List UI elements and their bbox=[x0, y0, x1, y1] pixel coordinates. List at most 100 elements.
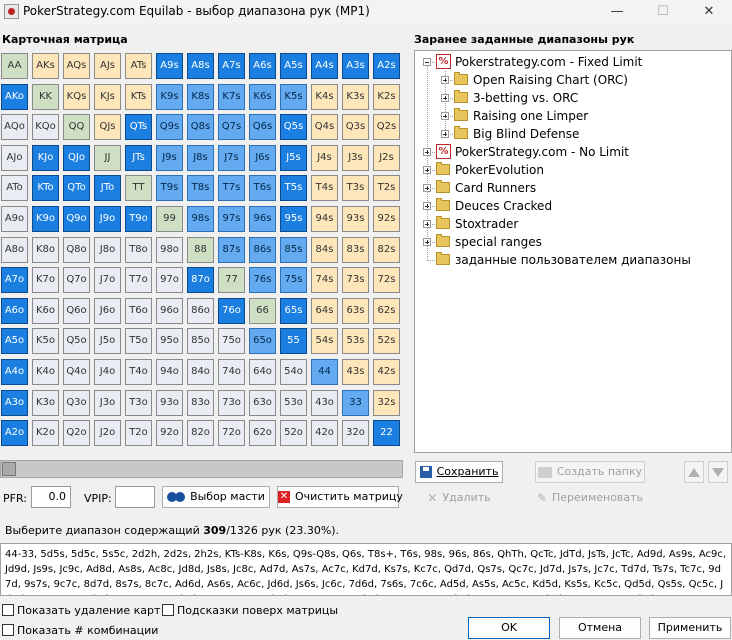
matrix-cell-J5o[interactable]: J5o bbox=[94, 328, 121, 355]
tree-node-8[interactable]: Deuces Cracked bbox=[421, 197, 721, 215]
matrix-cell-42o[interactable]: 42o bbox=[311, 420, 338, 447]
matrix-cell-92o[interactable]: 92o bbox=[156, 420, 183, 447]
matrix-cell-AA[interactable]: AA bbox=[1, 53, 28, 79]
tree-node-2[interactable]: 3-betting vs. ORC bbox=[439, 89, 721, 107]
ok-button[interactable]: OK bbox=[468, 617, 550, 639]
matrix-cell-Q3o[interactable]: Q3o bbox=[63, 389, 90, 416]
matrix-cell-92s[interactable]: 92s bbox=[373, 206, 400, 232]
matrix-cell-32s[interactable]: 32s bbox=[373, 389, 400, 416]
matrix-cell-J4o[interactable]: J4o bbox=[94, 359, 121, 385]
matrix-cell-55[interactable]: 55 bbox=[280, 328, 307, 355]
matrix-cell-A5s[interactable]: A5s bbox=[280, 53, 307, 79]
matrix-cell-K4s[interactable]: K4s bbox=[311, 83, 338, 110]
matrix-cell-73s[interactable]: 73s bbox=[342, 267, 369, 294]
matrix-cell-Q2o[interactable]: Q2o bbox=[63, 420, 90, 447]
matrix-cell-KJo[interactable]: KJo bbox=[32, 144, 59, 171]
pfr-input[interactable]: 0.0 bbox=[31, 486, 71, 508]
matrix-cell-82o[interactable]: 82o bbox=[187, 420, 214, 447]
matrix-cell-A9o[interactable]: A9o bbox=[1, 206, 28, 232]
matrix-cell-Q5o[interactable]: Q5o bbox=[63, 328, 90, 355]
matrix-cell-T6s[interactable]: T6s bbox=[249, 175, 276, 202]
matrix-cell-97o[interactable]: 97o bbox=[156, 267, 183, 294]
matrix-cell-A5o[interactable]: A5o bbox=[1, 328, 28, 355]
matrix-cell-A9s[interactable]: A9s bbox=[156, 53, 183, 79]
matrix-cell-T8o[interactable]: T8o bbox=[125, 236, 152, 263]
matrix-cell-T4s[interactable]: T4s bbox=[311, 175, 338, 202]
show-card-removal-checkbox[interactable] bbox=[2, 604, 14, 616]
matrix-cell-QQ[interactable]: QQ bbox=[63, 114, 90, 141]
matrix-cell-Q9o[interactable]: Q9o bbox=[63, 206, 90, 232]
matrix-cell-J8s[interactable]: J8s bbox=[187, 144, 214, 171]
matrix-cell-Q2s[interactable]: Q2s bbox=[373, 114, 400, 141]
matrix-cell-J2s[interactable]: J2s bbox=[373, 144, 400, 171]
matrix-cell-AKs[interactable]: AKs bbox=[32, 53, 59, 79]
matrix-cell-93o[interactable]: 93o bbox=[156, 389, 183, 416]
matrix-cell-K6o[interactable]: K6o bbox=[32, 297, 59, 324]
matrix-cell-J8o[interactable]: J8o bbox=[94, 236, 121, 263]
matrix-cell-72s[interactable]: 72s bbox=[373, 267, 400, 294]
matrix-cell-Q9s[interactable]: Q9s bbox=[156, 114, 183, 141]
matrix-cell-AQo[interactable]: AQo bbox=[1, 114, 28, 141]
matrix-cell-52s[interactable]: 52s bbox=[373, 328, 400, 355]
expand-icon[interactable] bbox=[441, 76, 449, 84]
matrix-cell-KTo[interactable]: KTo bbox=[32, 175, 59, 202]
matrix-cell-95o[interactable]: 95o bbox=[156, 328, 183, 355]
matrix-cell-65s[interactable]: 65s bbox=[280, 297, 307, 324]
clear-matrix-button[interactable]: ✕ Очистить матрицу bbox=[277, 486, 403, 508]
matrix-cell-77[interactable]: 77 bbox=[218, 267, 245, 294]
matrix-cell-88[interactable]: 88 bbox=[187, 236, 214, 263]
matrix-cell-53s[interactable]: 53s bbox=[342, 328, 369, 355]
matrix-cell-98o[interactable]: 98o bbox=[156, 236, 183, 263]
matrix-cell-KQs[interactable]: KQs bbox=[63, 83, 90, 110]
matrix-cell-A8s[interactable]: A8s bbox=[187, 53, 214, 79]
matrix-cell-84s[interactable]: 84s bbox=[311, 236, 338, 263]
matrix-cell-22[interactable]: 22 bbox=[373, 420, 400, 447]
expand-icon[interactable] bbox=[423, 184, 431, 192]
matrix-cell-A7s[interactable]: A7s bbox=[218, 53, 245, 79]
matrix-cell-A3o[interactable]: A3o bbox=[1, 389, 28, 416]
matrix-cell-J7s[interactable]: J7s bbox=[218, 144, 245, 171]
matrix-cell-66[interactable]: 66 bbox=[249, 297, 276, 324]
matrix-cell-Q3s[interactable]: Q3s bbox=[342, 114, 369, 141]
matrix-cell-A6s[interactable]: A6s bbox=[249, 53, 276, 79]
matrix-cell-K8o[interactable]: K8o bbox=[32, 236, 59, 263]
matrix-cell-K8s[interactable]: K8s bbox=[187, 83, 214, 110]
matrix-cell-T9s[interactable]: T9s bbox=[156, 175, 183, 202]
matrix-cell-Q6o[interactable]: Q6o bbox=[63, 297, 90, 324]
matrix-cell-J7o[interactable]: J7o bbox=[94, 267, 121, 294]
matrix-cell-83o[interactable]: 83o bbox=[187, 389, 214, 416]
matrix-cell-K2o[interactable]: K2o bbox=[32, 420, 59, 447]
expand-icon[interactable] bbox=[441, 130, 449, 138]
matrix-cell-KQo[interactable]: KQo bbox=[32, 114, 59, 141]
minimize-button[interactable]: — bbox=[610, 4, 624, 19]
matrix-cell-T8s[interactable]: T8s bbox=[187, 175, 214, 202]
tree-node-5[interactable]: % PokerStrategy.com - No Limit bbox=[421, 143, 721, 161]
matrix-cell-82s[interactable]: 82s bbox=[373, 236, 400, 263]
matrix-cell-76s[interactable]: 76s bbox=[249, 267, 276, 294]
maximize-button[interactable]: ☐ bbox=[657, 4, 669, 19]
vpip-input[interactable] bbox=[115, 486, 155, 508]
matrix-cell-T7s[interactable]: T7s bbox=[218, 175, 245, 202]
matrix-cell-T3o[interactable]: T3o bbox=[125, 389, 152, 416]
matrix-cell-K5o[interactable]: K5o bbox=[32, 328, 59, 355]
matrix-cell-63o[interactable]: 63o bbox=[249, 389, 276, 416]
matrix-cell-74o[interactable]: 74o bbox=[218, 359, 245, 385]
matrix-cell-42s[interactable]: 42s bbox=[373, 359, 400, 385]
matrix-cell-J3s[interactable]: J3s bbox=[342, 144, 369, 171]
matrix-cell-AJs[interactable]: AJs bbox=[94, 53, 121, 79]
suit-select-button[interactable]: Выбор масти bbox=[162, 486, 270, 508]
matrix-cell-K9o[interactable]: K9o bbox=[32, 206, 59, 232]
matrix-cell-K4o[interactable]: K4o bbox=[32, 359, 59, 385]
matrix-cell-65o[interactable]: 65o bbox=[249, 328, 276, 355]
matrix-cell-A2s[interactable]: A2s bbox=[373, 53, 400, 79]
matrix-cell-A4o[interactable]: A4o bbox=[1, 359, 28, 385]
matrix-cell-Q7o[interactable]: Q7o bbox=[63, 267, 90, 294]
matrix-cell-86s[interactable]: 86s bbox=[249, 236, 276, 263]
matrix-cell-62s[interactable]: 62s bbox=[373, 297, 400, 324]
expand-icon[interactable] bbox=[423, 220, 431, 228]
rename-button[interactable]: ✎ Переименовать bbox=[535, 487, 645, 509]
slider-thumb[interactable] bbox=[2, 462, 16, 476]
matrix-cell-AQs[interactable]: AQs bbox=[63, 53, 90, 79]
matrix-cell-84o[interactable]: 84o bbox=[187, 359, 214, 385]
matrix-cell-K5s[interactable]: K5s bbox=[280, 83, 307, 110]
